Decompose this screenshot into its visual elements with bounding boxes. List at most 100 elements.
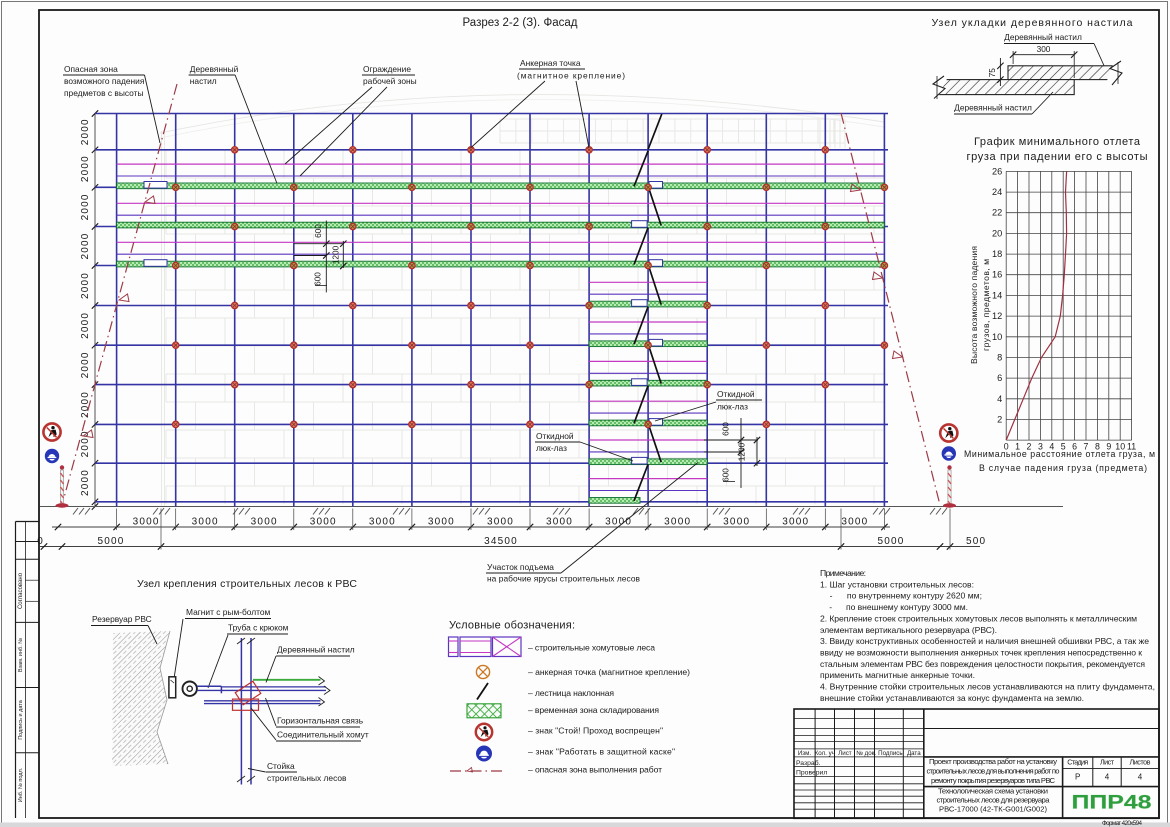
svg-text:Формат 420х594: Формат 420х594 — [1102, 820, 1142, 827]
svg-text:внешние стойки устанавливаются: внешние стойки устанавливаются за конус … — [820, 693, 1084, 703]
svg-text:Согласовано: Согласовано — [18, 572, 24, 609]
svg-text:Подпись: Подпись — [878, 750, 903, 757]
svg-text:3000: 3000 — [841, 517, 868, 528]
svg-text:Деревянный настил: Деревянный настил — [954, 103, 1032, 113]
svg-text:стальным элементам РВС без пов: стальным элементам РВС без повреждения ц… — [820, 659, 1145, 669]
svg-text:5000: 5000 — [877, 536, 904, 547]
svg-text:600: 600 — [313, 272, 323, 286]
svg-text:Условные обозначения:: Условные обозначения: — [449, 620, 575, 632]
svg-text:Р: Р — [1075, 773, 1080, 782]
svg-text:3000: 3000 — [192, 517, 219, 528]
svg-text:люк-лаз: люк-лаз — [536, 443, 567, 453]
svg-text:Разраб.: Разраб. — [796, 759, 821, 767]
svg-text:3000: 3000 — [133, 517, 160, 528]
svg-text:– строительные хомутовые леса: – строительные хомутовые леса — [528, 643, 655, 653]
svg-text:4: 4 — [1049, 442, 1054, 452]
svg-text:Инб. № подл.: Инб. № подл. — [18, 767, 24, 802]
svg-text:3000: 3000 — [369, 517, 396, 528]
svg-text:1. Шаг установки строительных: 1. Шаг установки строительных лесов: — [820, 579, 974, 589]
svg-text:Дата: Дата — [907, 750, 921, 757]
svg-text:Примечание:: Примечание: — [820, 568, 866, 578]
svg-text:20: 20 — [992, 228, 1002, 238]
svg-text:2000: 2000 — [80, 312, 91, 339]
svg-text:Минимальное расстояние отлета: Минимальное расстояние отлета груза, м — [964, 449, 1155, 459]
svg-text:Ограждение: Ограждение — [363, 64, 411, 74]
svg-text:– анкерная точка (магнитное кр: – анкерная точка (магнитное крепление) — [528, 667, 690, 677]
svg-text:3000: 3000 — [428, 517, 455, 528]
svg-text:1200: 1200 — [737, 442, 747, 461]
svg-text:Листов: Листов — [1130, 758, 1151, 767]
svg-text:груза при падении его с высоты: груза при падении его с высоты — [967, 151, 1148, 163]
svg-text:2000: 2000 — [80, 118, 91, 145]
svg-text:1: 1 — [1015, 442, 1020, 452]
svg-text:применить магнитные анкерные т: применить магнитные анкерные точки. — [820, 670, 975, 680]
svg-text:строительных лесов для выполне: строительных лесов для выполнения работ … — [927, 767, 1060, 776]
svg-text:возможного падения: возможного падения — [64, 76, 144, 86]
svg-text:2000: 2000 — [80, 193, 91, 220]
svg-text:– знак "Стой! Проход воспрещен: – знак "Стой! Проход воспрещен" — [528, 726, 663, 736]
svg-text:2000: 2000 — [80, 272, 91, 299]
svg-text:– временная зона складирования: – временная зона складирования — [528, 705, 659, 715]
svg-text:10: 10 — [992, 332, 1002, 342]
svg-text:Труба с крюком: Труба с крюком — [228, 623, 289, 633]
svg-text:Деревянный настил: Деревянный настил — [1004, 32, 1082, 42]
svg-text:Лист: Лист — [1100, 758, 1115, 767]
svg-text:Лист: Лист — [838, 750, 852, 757]
svg-text:Взам. инб. №: Взам. инб. № — [18, 638, 24, 672]
svg-text:1200: 1200 — [331, 245, 341, 264]
svg-text:(магнитное крепление): (магнитное крепление) — [517, 71, 625, 81]
svg-text:10: 10 — [1115, 442, 1125, 452]
svg-text:Проект производства работ на у: Проект производства работ на установку — [929, 757, 1057, 766]
svg-text:3000: 3000 — [664, 517, 691, 528]
svg-text:0: 0 — [1004, 442, 1009, 452]
svg-text:Стадия: Стадия — [1067, 758, 1088, 767]
svg-text:24: 24 — [992, 187, 1002, 197]
svg-text:Кол. уч: Кол. уч — [815, 750, 835, 757]
svg-text:600: 600 — [313, 224, 323, 238]
svg-text:5: 5 — [1061, 442, 1066, 452]
svg-text:Опасная зона: Опасная зона — [64, 64, 118, 74]
svg-text:Высота возможного падения: Высота возможного падения — [969, 246, 979, 364]
svg-text:РВС-17000 (42-ТК-G001/G002): РВС-17000 (42-ТК-G001/G002) — [939, 805, 1047, 814]
svg-text:2000: 2000 — [80, 430, 91, 457]
svg-text:2. Крепление стоек строительны: 2. Крепление стоек строительных хомутовы… — [820, 613, 1137, 623]
svg-text:600: 600 — [721, 422, 731, 436]
svg-text:34500: 34500 — [484, 536, 518, 547]
svg-text:Откидной: Откидной — [536, 431, 574, 441]
svg-text:График минимального отлета: График минимального отлета — [974, 136, 1141, 148]
svg-text:Соединительный хомут: Соединительный хомут — [277, 730, 369, 740]
svg-text:ввиду не возможности выполнени: ввиду не возможности выполнения анкерных… — [820, 648, 1142, 658]
svg-text:Стойка: Стойка — [267, 761, 295, 771]
svg-text:– лестница наклонная: – лестница наклонная — [528, 688, 614, 698]
svg-text:рабочей зоны: рабочей зоны — [363, 76, 417, 86]
svg-text:4: 4 — [1105, 773, 1110, 782]
svg-text:16: 16 — [992, 270, 1002, 280]
svg-text:3: 3 — [1038, 442, 1043, 452]
svg-text:22: 22 — [992, 208, 1002, 218]
svg-text:3. Ввиду конструктивных особен: 3. Ввиду конструктивных особенностей и н… — [820, 636, 1149, 646]
svg-text:6: 6 — [1072, 442, 1077, 452]
svg-text:ППР48: ППР48 — [1072, 792, 1152, 814]
svg-text:Деревянный: Деревянный — [190, 64, 239, 74]
svg-text:Проверил: Проверил — [796, 769, 827, 776]
svg-text:Участок подъема: Участок подъема — [487, 562, 554, 572]
svg-text:3000: 3000 — [310, 517, 337, 528]
svg-text:3000: 3000 — [546, 517, 573, 528]
svg-text:3000: 3000 — [782, 517, 809, 528]
svg-text:2000: 2000 — [80, 232, 91, 259]
svg-text:строительных лесов для резерву: строительных лесов для резервуара — [937, 796, 1051, 805]
svg-text:75: 75 — [987, 68, 997, 78]
svg-text:2000: 2000 — [80, 469, 91, 496]
svg-text:8: 8 — [1095, 442, 1100, 452]
svg-text:2000: 2000 — [80, 351, 91, 378]
svg-text:грузов, предметов, м: грузов, предметов, м — [981, 259, 991, 351]
svg-text:500: 500 — [966, 536, 986, 547]
svg-text:4: 4 — [1138, 773, 1143, 782]
svg-text:Резервуар РВС: Резервуар РВС — [92, 614, 152, 624]
svg-text:2000: 2000 — [80, 155, 91, 182]
svg-text:- по внешнему контуру 300: - по внешнему контуру 3000 мм. — [820, 602, 968, 612]
svg-text:Деревянный настил: Деревянный настил — [277, 645, 355, 655]
svg-text:12: 12 — [992, 311, 1002, 321]
svg-text:2: 2 — [1027, 442, 1032, 452]
svg-text:2: 2 — [997, 414, 1002, 424]
